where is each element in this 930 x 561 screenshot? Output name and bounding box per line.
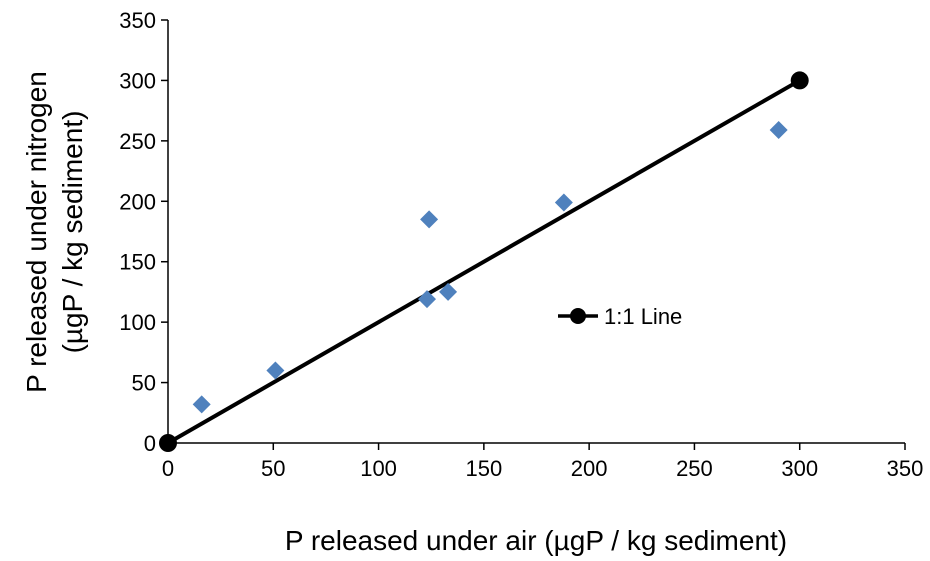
x-tick-label: 250 xyxy=(676,456,713,481)
y-tick-label: 200 xyxy=(119,189,156,214)
data-point xyxy=(439,282,458,301)
legend: 1:1 Line xyxy=(558,304,682,329)
y-tick-label: 50 xyxy=(132,371,156,396)
data-point xyxy=(769,120,788,139)
x-axis-title: P released under air (µgP / kg sediment) xyxy=(285,525,787,556)
data-point xyxy=(420,210,439,229)
x-tick-label: 300 xyxy=(781,456,818,481)
one-to-one-line-series xyxy=(159,71,809,452)
x-tick-label: 150 xyxy=(465,456,502,481)
x-tick-label: 50 xyxy=(261,456,285,481)
data-point xyxy=(192,395,211,414)
legend-label: 1:1 Line xyxy=(604,304,682,329)
y-tick-label: 100 xyxy=(119,310,156,335)
x-tick-label: 0 xyxy=(162,456,174,481)
y-tick-label: 350 xyxy=(119,8,156,33)
y-tick-label: 300 xyxy=(119,68,156,93)
y-tick-label: 0 xyxy=(144,431,156,456)
data-point xyxy=(554,193,573,212)
scatter-series xyxy=(192,120,788,414)
one-to-one-point xyxy=(790,71,809,90)
y-axis-title: P released under nitrogen (µgP / kg sedi… xyxy=(21,71,88,393)
plot-area xyxy=(167,20,905,444)
y-axis-ticks: 0 50 100 150 200 250 300 350 xyxy=(119,8,168,456)
y-axis-title-line2: (µgP / kg sediment) xyxy=(57,111,88,354)
one-to-one-point xyxy=(159,434,177,452)
y-tick-label: 250 xyxy=(119,129,156,154)
x-axis-ticks: 0 50 100 150 200 250 300 350 xyxy=(162,443,923,481)
one-to-one-line xyxy=(167,78,801,445)
legend-marker-swatch xyxy=(570,308,586,324)
data-point xyxy=(418,290,437,309)
y-tick-label: 150 xyxy=(119,250,156,275)
x-tick-label: 350 xyxy=(887,456,924,481)
x-tick-label: 100 xyxy=(360,456,397,481)
data-point xyxy=(266,361,285,380)
y-axis-title-line1: P released under nitrogen xyxy=(21,71,52,393)
x-tick-label: 200 xyxy=(571,456,608,481)
